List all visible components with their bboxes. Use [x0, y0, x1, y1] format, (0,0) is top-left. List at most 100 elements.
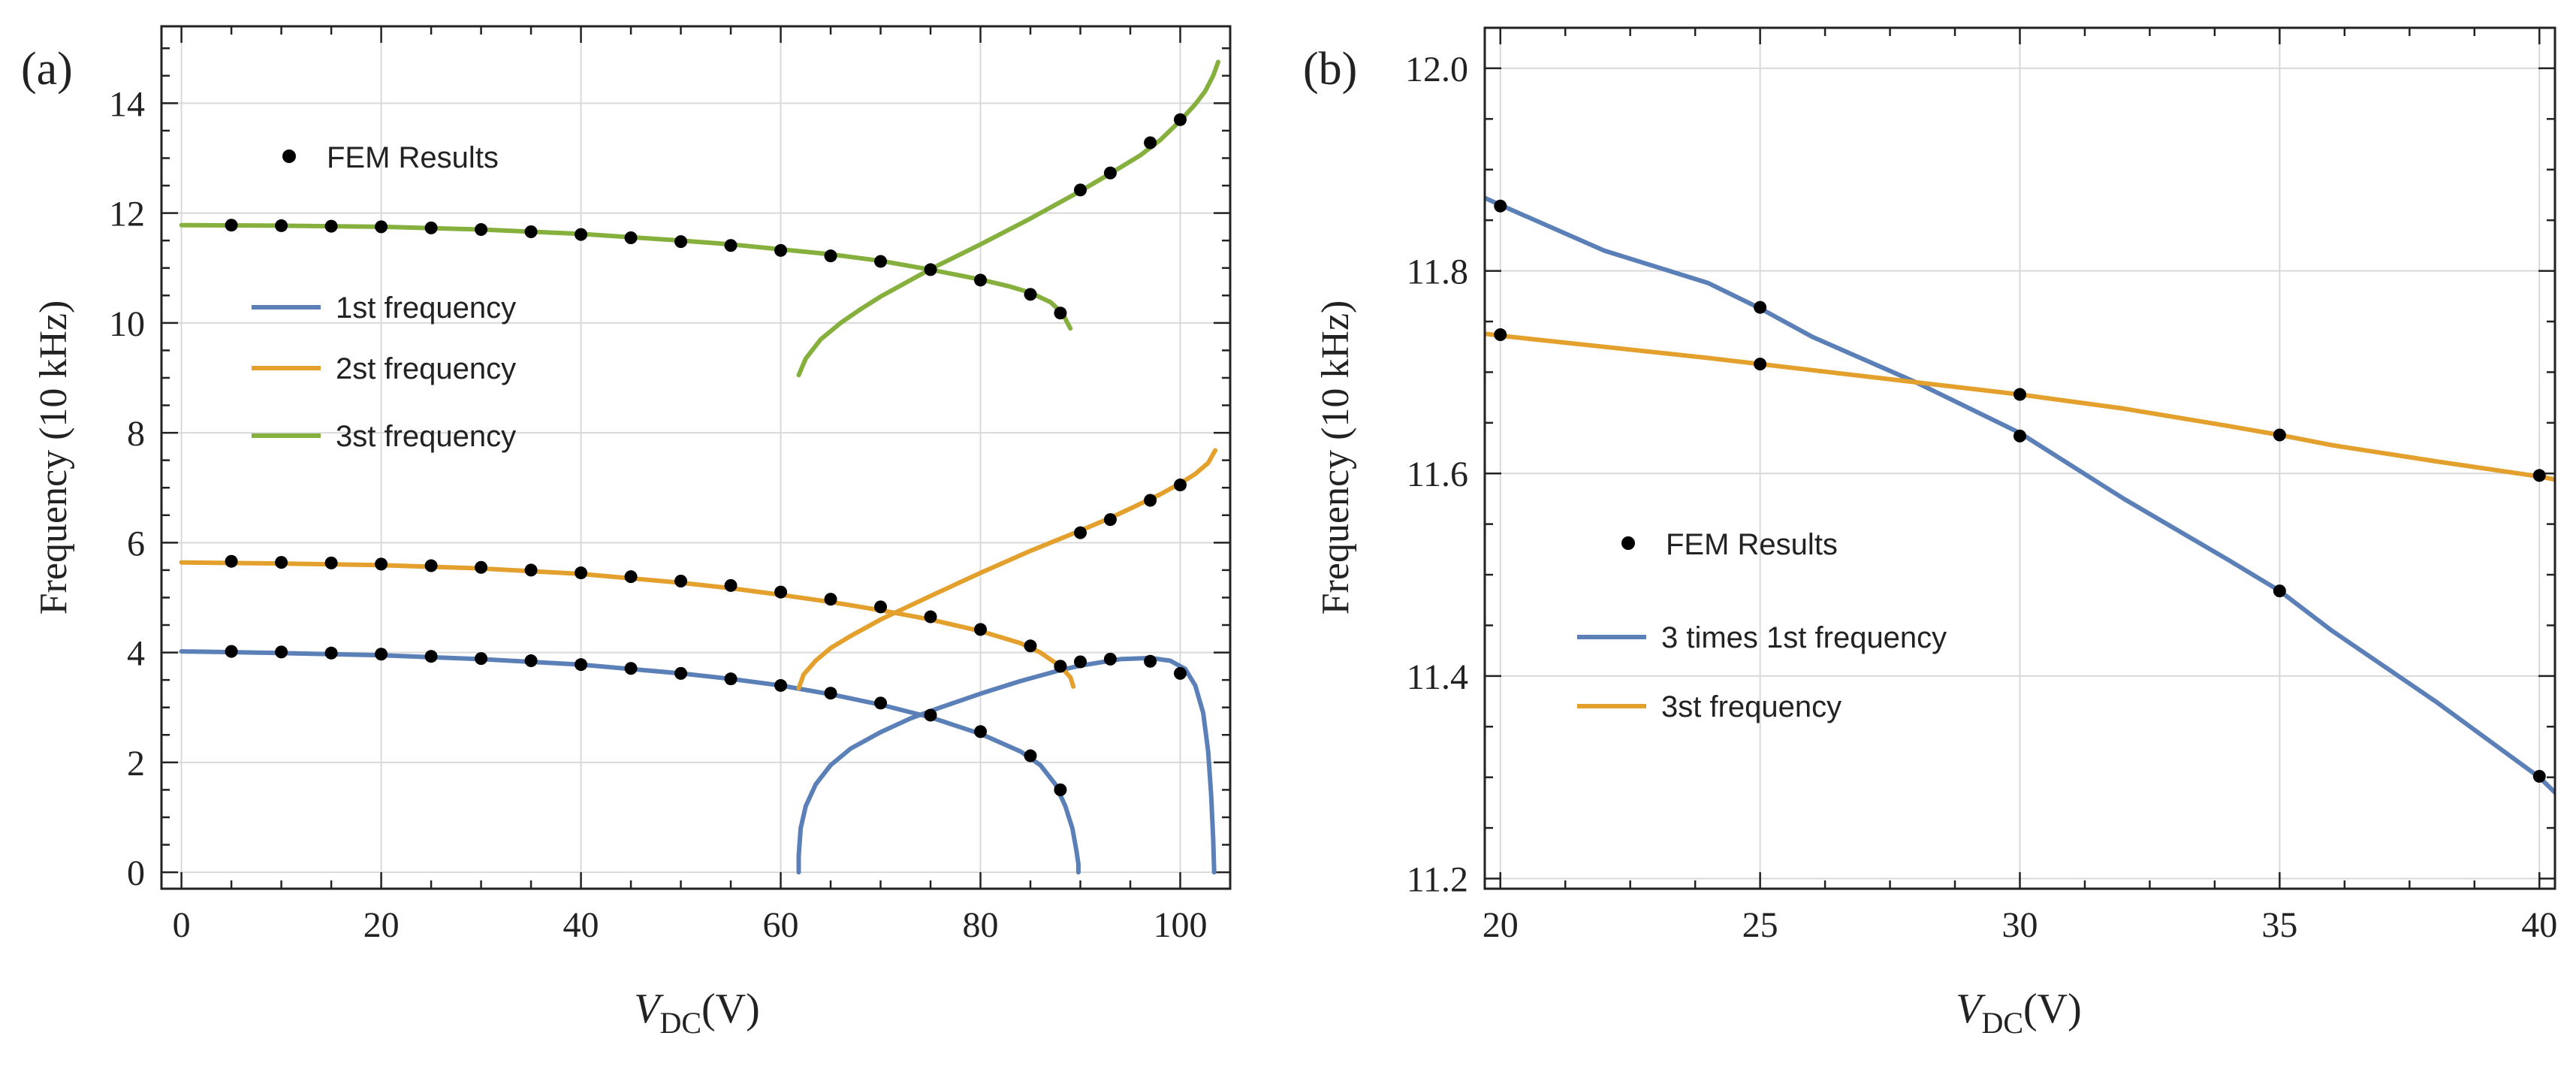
fem-point — [674, 666, 688, 680]
fem-point — [1103, 166, 1117, 180]
y-axis-label: Frequency (10 kHz) — [1314, 300, 1357, 615]
x-axis-label-main: V — [1956, 986, 1986, 1032]
plot-frame — [160, 25, 1232, 890]
fem-point — [324, 646, 338, 660]
y-tick-label: 0 — [127, 853, 145, 893]
y-tick-label: 12 — [109, 195, 145, 234]
legend-label-2: 2st frequency — [336, 352, 516, 385]
fem-point — [774, 678, 788, 692]
fem-point — [1494, 328, 1507, 342]
fem-point — [1754, 300, 1767, 314]
y-tick-label: 11.6 — [1407, 454, 1468, 494]
x-tick-label: 35 — [2261, 905, 2297, 945]
plot-frame — [1483, 26, 2556, 890]
panel-b-chart: 20 25 30 35 40 11.2 11.4 11.6 11.8 12.0 (b) Frequen… — [1303, 26, 2557, 1040]
x-tick-label: 60 — [763, 905, 799, 945]
fem-point — [2273, 428, 2286, 442]
fem-point — [2013, 429, 2026, 442]
legend-label-2: 3st frequency — [1661, 690, 1842, 723]
fem-point — [424, 221, 438, 234]
fem-point — [724, 578, 738, 592]
fem-point — [1054, 660, 1067, 673]
y-tick-label: 14 — [109, 84, 145, 124]
legend-label-3: 3st frequency — [336, 420, 516, 453]
fem-point — [924, 263, 937, 276]
legend-fem-marker — [282, 149, 296, 163]
y-tick-label: 10 — [109, 304, 145, 344]
fem-point — [2532, 769, 2546, 783]
fem-point — [724, 672, 738, 686]
x-axis-label-unit: (V) — [701, 986, 760, 1032]
fem-point — [924, 708, 937, 722]
fem-point — [974, 725, 988, 738]
plot-area — [1485, 195, 2555, 795]
fem-point — [475, 223, 488, 237]
fem-point — [874, 696, 888, 710]
fem-point — [475, 560, 488, 574]
x-axis-label: VDC(V) — [1956, 986, 2082, 1040]
x-tick-label: 30 — [2002, 905, 2038, 945]
fem-point — [624, 662, 638, 675]
fem-point — [225, 219, 238, 232]
fem-point — [674, 575, 688, 588]
x-axis-label-subscript: DC — [1981, 1006, 2023, 1040]
x-axis-label-subscript: DC — [659, 1006, 701, 1040]
series-line-2-branch-2 — [796, 448, 1218, 691]
fem-point — [1174, 479, 1187, 492]
y-tick-label: 6 — [127, 524, 145, 563]
x-tick-label: 100 — [1154, 905, 1208, 945]
fem-point — [424, 559, 438, 572]
fem-point — [575, 566, 588, 580]
y-tick-label: 2 — [127, 744, 145, 784]
fem-point — [624, 570, 638, 584]
fem-point — [974, 623, 988, 636]
fem-point — [524, 563, 538, 577]
panel-a-chart: 0 20 40 60 80 100 0 2 4 6 8 10 12 14 (a) Frequency (10 … — [21, 25, 1232, 1040]
fem-point — [2532, 469, 2546, 482]
legend-label-1: 1st frequency — [336, 291, 516, 325]
y-axis-label: Frequency (10 kHz) — [32, 300, 75, 615]
fem-point — [225, 645, 238, 658]
fem-point — [1144, 136, 1157, 149]
fem-point — [524, 225, 538, 238]
x-axis-label-unit: (V) — [2023, 986, 2082, 1032]
fem-point — [1103, 652, 1117, 666]
legend-fem-marker — [1621, 536, 1635, 550]
fem-point — [424, 650, 438, 663]
fem-point — [724, 239, 738, 252]
fem-point — [1074, 183, 1087, 197]
legend-label-1: 3 times 1st frequency — [1661, 621, 1947, 654]
fem-point — [275, 219, 288, 232]
fem-point — [824, 687, 837, 700]
fem-point — [375, 557, 388, 571]
plot-area — [179, 59, 1220, 875]
fem-point — [874, 600, 888, 614]
fem-point — [674, 235, 688, 249]
x-tick-label: 0 — [173, 905, 191, 945]
fem-point — [1074, 655, 1087, 669]
fem-point — [2273, 584, 2286, 598]
fem-point — [824, 593, 837, 606]
fem-point — [1174, 666, 1187, 680]
fem-point — [1754, 358, 1767, 371]
fem-point — [774, 243, 788, 257]
series-line-1-branch-2 — [796, 655, 1217, 875]
fem-point — [824, 249, 837, 263]
y-tick-label: 4 — [127, 634, 145, 674]
x-tick-label: 40 — [2521, 905, 2557, 945]
fem-point — [1054, 307, 1067, 320]
series-line-1-branch-1 — [179, 649, 1081, 875]
fem-point — [1074, 526, 1087, 539]
legend-fem-label: FEM Results — [1666, 528, 1838, 561]
x-tick-label: 80 — [963, 905, 999, 945]
x-tick-label: 25 — [1742, 905, 1778, 945]
fem-point — [1144, 654, 1157, 668]
x-tick-label: 20 — [1483, 905, 1519, 945]
panel-label: (b) — [1303, 44, 1357, 95]
y-tick-label: 11.4 — [1407, 657, 1468, 697]
fem-point — [475, 652, 488, 666]
fem-point — [575, 658, 588, 672]
fem-point — [375, 220, 388, 234]
legend: FEM Results 3 times 1st frequency 3st freq… — [1577, 528, 1947, 723]
